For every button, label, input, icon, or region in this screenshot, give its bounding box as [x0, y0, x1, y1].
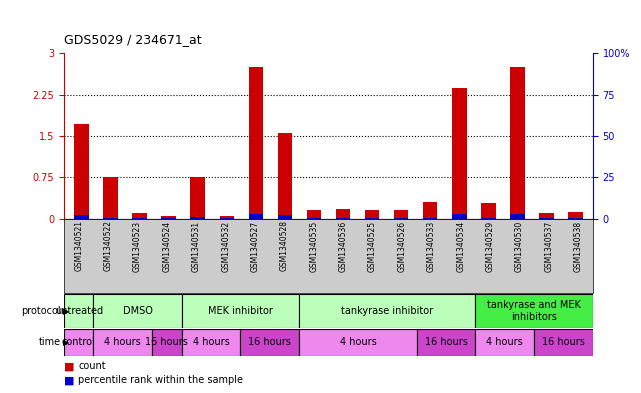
- Text: percentile rank within the sample: percentile rank within the sample: [78, 375, 243, 385]
- Text: GSM1340532: GSM1340532: [221, 220, 230, 272]
- Text: protocol: protocol: [21, 306, 61, 316]
- Text: 4 hours: 4 hours: [104, 337, 141, 347]
- Text: 16 hours: 16 hours: [146, 337, 188, 347]
- Bar: [181, 329, 240, 356]
- Text: GSM1340521: GSM1340521: [74, 220, 83, 272]
- Bar: [74, 124, 89, 219]
- Text: GSM1340526: GSM1340526: [397, 220, 406, 272]
- Bar: [534, 329, 593, 356]
- Bar: [568, 213, 583, 219]
- Bar: [423, 202, 437, 219]
- Text: GSM1340527: GSM1340527: [251, 220, 260, 272]
- Text: GSM1340537: GSM1340537: [544, 220, 553, 272]
- Text: 4 hours: 4 hours: [340, 337, 376, 347]
- Text: GSM1340531: GSM1340531: [192, 220, 201, 272]
- Bar: [307, 210, 321, 219]
- Bar: [394, 210, 408, 219]
- Bar: [336, 209, 350, 219]
- Text: GSM1340534: GSM1340534: [456, 220, 465, 272]
- Bar: [278, 133, 292, 219]
- Text: ■: ■: [64, 375, 74, 385]
- Text: GSM1340535: GSM1340535: [310, 220, 319, 272]
- Text: GSM1340536: GSM1340536: [338, 220, 347, 272]
- Bar: [481, 203, 495, 219]
- Text: GSM1340523: GSM1340523: [133, 220, 142, 272]
- Bar: [299, 294, 476, 328]
- Text: GSM1340529: GSM1340529: [486, 220, 495, 272]
- Text: ■: ■: [64, 362, 74, 371]
- Text: untreated: untreated: [54, 306, 103, 316]
- Bar: [423, 218, 437, 219]
- Bar: [94, 294, 181, 328]
- Bar: [510, 215, 524, 219]
- Bar: [481, 218, 495, 219]
- Text: GSM1340533: GSM1340533: [427, 220, 436, 272]
- Bar: [190, 177, 205, 219]
- Bar: [249, 215, 263, 219]
- Text: GSM1340528: GSM1340528: [280, 220, 289, 272]
- Text: GDS5029 / 234671_at: GDS5029 / 234671_at: [64, 33, 202, 46]
- Bar: [162, 216, 176, 219]
- Bar: [220, 216, 234, 219]
- Bar: [365, 210, 379, 219]
- Text: DMSO: DMSO: [122, 306, 153, 316]
- Text: GSM1340538: GSM1340538: [574, 220, 583, 272]
- Text: 16 hours: 16 hours: [424, 337, 467, 347]
- Text: control: control: [62, 337, 96, 347]
- Text: 16 hours: 16 hours: [542, 337, 585, 347]
- Bar: [103, 177, 118, 219]
- Bar: [452, 215, 467, 219]
- Bar: [394, 218, 408, 219]
- Text: GSM1340524: GSM1340524: [162, 220, 171, 272]
- Text: tankyrase inhibitor: tankyrase inhibitor: [341, 306, 433, 316]
- Bar: [181, 294, 299, 328]
- Text: 4 hours: 4 hours: [193, 337, 229, 347]
- Bar: [307, 218, 321, 219]
- Bar: [539, 213, 554, 219]
- Text: 4 hours: 4 hours: [487, 337, 523, 347]
- Bar: [452, 88, 467, 219]
- Text: ▶: ▶: [63, 307, 69, 316]
- Bar: [476, 294, 593, 328]
- Bar: [190, 217, 205, 219]
- Bar: [278, 215, 292, 219]
- Bar: [336, 218, 350, 219]
- Text: tankyrase and MEK
inhibitors: tankyrase and MEK inhibitors: [487, 300, 581, 322]
- Bar: [299, 329, 417, 356]
- Text: 16 hours: 16 hours: [248, 337, 291, 347]
- Bar: [153, 329, 181, 356]
- Text: GSM1340530: GSM1340530: [515, 220, 524, 272]
- Bar: [417, 329, 476, 356]
- Text: ▶: ▶: [63, 338, 69, 347]
- Bar: [133, 213, 147, 219]
- Text: GSM1340522: GSM1340522: [104, 220, 113, 272]
- Bar: [240, 329, 299, 356]
- Text: count: count: [78, 362, 106, 371]
- Text: time: time: [38, 337, 61, 347]
- Bar: [94, 329, 153, 356]
- Bar: [74, 215, 89, 219]
- Bar: [510, 67, 524, 219]
- Bar: [476, 329, 534, 356]
- Text: GSM1340525: GSM1340525: [368, 220, 377, 272]
- Bar: [249, 67, 263, 219]
- Text: MEK inhibitor: MEK inhibitor: [208, 306, 273, 316]
- Bar: [64, 294, 94, 328]
- Bar: [103, 218, 118, 219]
- Bar: [64, 329, 94, 356]
